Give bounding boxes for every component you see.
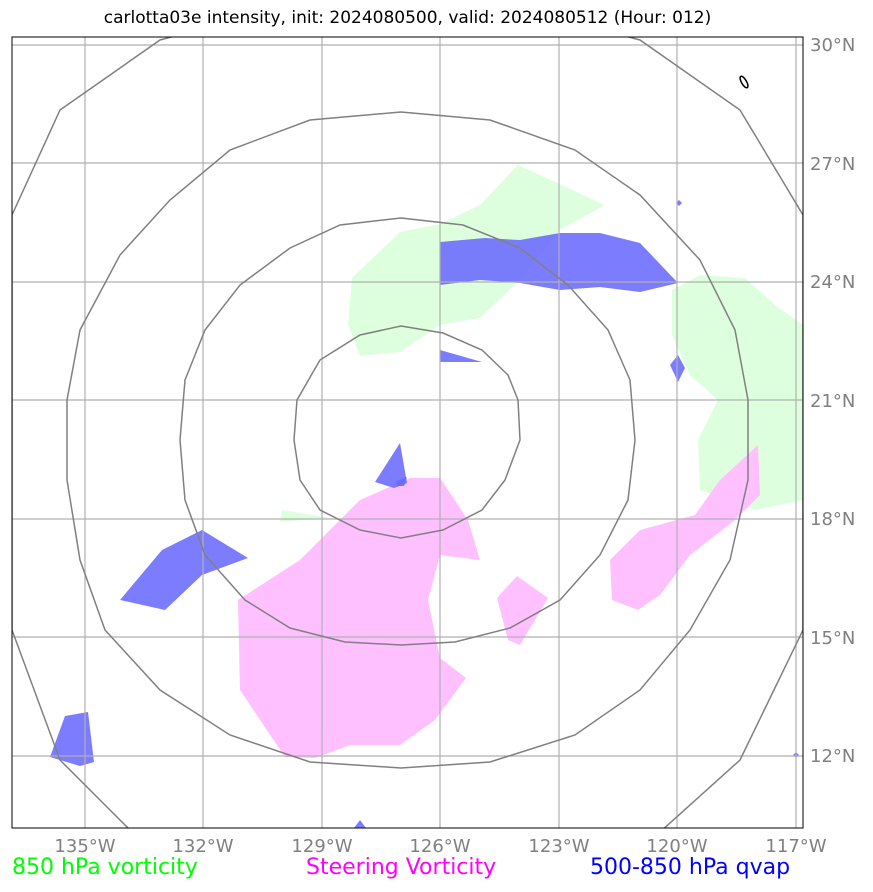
plot-area xyxy=(12,37,803,828)
gridlines xyxy=(12,37,803,828)
lat-label: 12°N xyxy=(810,746,855,767)
steering-vorticity-region xyxy=(610,445,760,610)
map-title: carlotta03e intensity, init: 2024080500,… xyxy=(103,8,712,28)
legend-850-vorticity: 850 hPa vorticity xyxy=(12,855,198,880)
lat-label: 15°N xyxy=(810,628,855,649)
range-ring xyxy=(293,325,521,539)
lat-label: 27°N xyxy=(810,154,855,175)
steering-vorticity-region xyxy=(238,478,480,758)
latitude-labels: 30°N 27°N 24°N 21°N 18°N 15°N 12°N xyxy=(810,35,855,767)
lat-label: 30°N xyxy=(810,35,855,56)
lon-label: 123°W xyxy=(528,836,589,857)
range-ring xyxy=(12,37,803,828)
lon-label: 126°W xyxy=(409,836,470,857)
legend-qvap: 500-850 hPa qvap xyxy=(590,855,791,880)
lat-label: 18°N xyxy=(810,509,855,530)
plot-frame xyxy=(11,36,804,829)
lon-label: 132°W xyxy=(172,836,233,857)
steering-vorticity-layer xyxy=(238,445,760,758)
qvap-region xyxy=(354,820,366,828)
vorticity-850-layer xyxy=(280,165,803,522)
island-outline xyxy=(739,75,749,89)
legend-steering-vorticity: Steering Vorticity xyxy=(306,855,497,880)
range-rings xyxy=(12,37,803,828)
lon-label: 120°W xyxy=(646,836,707,857)
qvap-region xyxy=(50,712,94,766)
qvap-region xyxy=(396,477,407,486)
vorticity-850-region xyxy=(672,275,803,510)
range-ring xyxy=(66,111,749,769)
qvap-region xyxy=(375,443,407,488)
range-ring xyxy=(179,217,636,646)
longitude-labels: 135°W 132°W 129°W 126°W 123°W 120°W 117°… xyxy=(54,836,826,857)
lat-label: 21°N xyxy=(810,391,855,412)
qvap-region xyxy=(120,530,248,610)
lat-label: 24°N xyxy=(810,272,855,293)
lon-label: 135°W xyxy=(54,836,115,857)
qvap-region xyxy=(440,350,482,362)
lon-label: 129°W xyxy=(291,836,352,857)
lon-label: 117°W xyxy=(765,836,826,857)
